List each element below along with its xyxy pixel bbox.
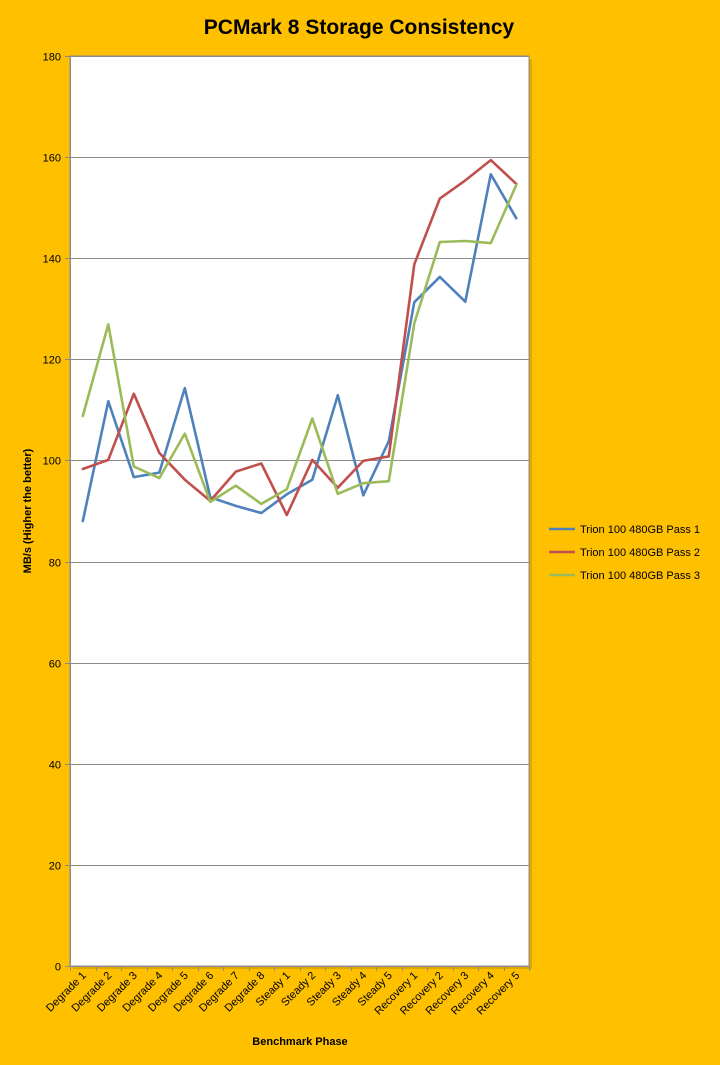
legend-entry: Trion 100 480GB Pass 2 xyxy=(580,547,700,559)
plot-area xyxy=(69,55,532,969)
y-tick-label: 140 xyxy=(43,254,61,266)
y-tick-label: 60 xyxy=(49,659,61,671)
y-tick-label: 160 xyxy=(43,153,61,165)
gridlines xyxy=(70,56,529,866)
y-tick-label: 80 xyxy=(49,558,61,570)
y-axis: 0 20 40 60 80 100 120 140 160 180 xyxy=(43,52,70,974)
y-tick-label: 120 xyxy=(43,355,61,367)
legend-entry: Trion 100 480GB Pass 1 xyxy=(580,524,700,536)
chart-title: PCMark 8 Storage Consistency xyxy=(204,16,515,39)
y-tick-label: 40 xyxy=(49,760,61,772)
series-line-pass-2 xyxy=(81,158,518,517)
x-axis-label: Benchmark Phase xyxy=(252,1036,347,1048)
y-tick-label: 20 xyxy=(49,861,61,873)
series-line-pass-3 xyxy=(81,183,518,506)
legend-entry: Trion 100 480GB Pass 3 xyxy=(580,570,700,582)
legend: Trion 100 480GB Pass 1 Trion 100 480GB Pa… xyxy=(549,524,700,582)
y-tick-label: 0 xyxy=(55,962,61,974)
y-tick-label: 100 xyxy=(43,456,61,468)
plot-area-background xyxy=(69,55,530,967)
y-axis-label: MB/s (Higher the better) xyxy=(22,448,34,573)
series-lines xyxy=(81,158,518,523)
y-tick-label: 180 xyxy=(43,52,61,64)
